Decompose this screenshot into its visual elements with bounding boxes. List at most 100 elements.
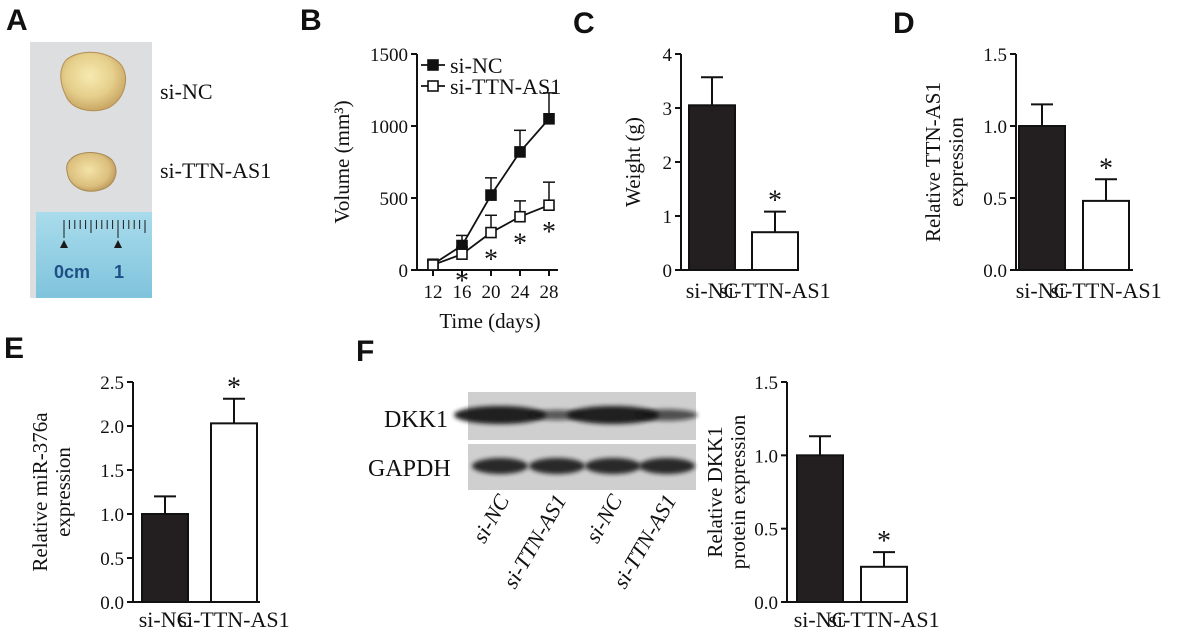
blot-row-label-dkk1: DKK1 <box>384 407 448 433</box>
significance-star: * <box>542 217 556 248</box>
lane-label: si-NC <box>580 490 627 547</box>
tumor-si-ttn-as1 <box>66 152 117 192</box>
data-point-si-ttn-as1 <box>456 248 468 260</box>
y-axis-title: protein expression <box>726 414 750 569</box>
y-axis-title: Relative miR-376a <box>28 412 52 572</box>
significance-star: * <box>484 245 498 276</box>
x-axis-title: Time (days) <box>439 309 540 333</box>
category-label: si-TTN-AS1 <box>719 278 830 303</box>
ruler-label-0cm: 0cm <box>54 262 90 282</box>
bar-si-nc <box>1018 125 1066 271</box>
x-tick-label: 16 <box>453 282 472 303</box>
y-tick-label: 0.0 <box>983 261 1007 282</box>
data-point-si-nc <box>514 146 526 158</box>
category-label: si-TTN-AS1 <box>828 607 939 632</box>
data-point-si-ttn-as1 <box>543 199 555 211</box>
data-point-si-ttn-as1 <box>485 226 497 239</box>
data-point-si-nc <box>485 189 497 201</box>
y-axis-title: expression <box>51 447 75 537</box>
band-gapdh <box>639 458 695 474</box>
y-tick-label: 1.0 <box>983 117 1007 138</box>
y-tick-label: 0.5 <box>100 549 124 570</box>
bar-si-ttn-as1 <box>860 565 908 603</box>
y-tick-label: 0.5 <box>983 189 1007 210</box>
category-label: si-NC <box>794 607 847 632</box>
y-tick-label: 1 <box>663 207 673 228</box>
ruler-marker-0 <box>60 240 68 248</box>
y-tick-label: 0.0 <box>754 593 778 614</box>
chart-d-ttn-as1-expression: 0.0 0.5 1.0 1.5 si-NC * si-TTN-AS1 Relative TTN… <box>921 45 1162 303</box>
bar-si-ttn-as1 <box>751 231 799 271</box>
data-point-si-ttn-as1 <box>427 259 439 271</box>
significance-star: * <box>877 526 891 557</box>
panel-a: A 0cm 1 si-NC si-TTN-AS1 <box>6 4 271 298</box>
x-tick-label: 28 <box>540 282 559 303</box>
band-dkk1 <box>636 409 698 421</box>
y-tick-label: 4 <box>663 45 673 66</box>
category-label: si-NC <box>686 278 739 303</box>
chart-f-dkk1-protein: 0.0 0.5 1.0 1.5 si-NC * si-TTN-AS1 Relative DKK… <box>703 373 940 632</box>
chart-e-mir-376a-expression: 0.0 0.5 1.0 1.5 2.0 2.5 si-NC * si-TTN-AS1 Relati… <box>28 373 290 632</box>
y-tick-label: 1.5 <box>100 461 124 482</box>
photo-label-si-nc: si-NC <box>160 79 213 104</box>
band-gapdh <box>472 458 528 474</box>
panel-label-c: C <box>573 7 595 40</box>
y-tick-label: 1.0 <box>100 505 124 526</box>
legend-label: si-TTN-AS1 <box>450 74 561 99</box>
bar-si-ttn-as1 <box>1082 199 1130 272</box>
band-gapdh <box>585 458 641 474</box>
y-tick-label: 0 <box>663 261 673 282</box>
y-tick-label: 0 <box>399 261 409 282</box>
panel-label-b: B <box>300 4 322 37</box>
y-axis-title: Volume (mm³) <box>330 100 354 223</box>
y-tick-label: 2.5 <box>100 373 124 394</box>
y-tick-label: 3 <box>663 99 673 120</box>
y-axis-title: Weight (g) <box>621 117 645 207</box>
legend-label: si-NC <box>450 53 503 78</box>
bar-si-nc <box>796 454 844 604</box>
y-tick-label: 0.5 <box>754 520 778 541</box>
y-tick-label: 1.5 <box>983 45 1007 66</box>
legend-marker <box>427 59 439 71</box>
panel-label-e: E <box>4 332 24 365</box>
category-label: si-NC <box>1016 278 1069 303</box>
category-label: si-TTN-AS1 <box>178 607 289 632</box>
data-point-si-nc <box>543 113 555 125</box>
tumor-si-nc <box>60 51 126 112</box>
x-tick-label: 12 <box>424 282 443 303</box>
category-label: si-TTN-AS1 <box>1050 278 1161 303</box>
ruler: 0cm 1 <box>36 212 152 298</box>
band-gapdh <box>529 458 585 474</box>
panel-label-f: F <box>356 335 374 368</box>
bar-si-nc <box>141 513 189 603</box>
x-tick-label: 24 <box>511 282 531 303</box>
significance-star: * <box>768 186 782 217</box>
bar-si-ttn-as1 <box>210 422 258 603</box>
panel-label-a: A <box>6 4 28 37</box>
band-dkk1 <box>567 406 659 424</box>
y-axis-title: Relative DKK1 <box>703 426 727 557</box>
chart-c-tumor-weight: 0 1 2 3 4 si-NC * si-TTN-AS1 Weight (g) <box>621 45 831 303</box>
blot-row-label-gapdh: GAPDH <box>368 456 451 482</box>
y-tick-label: 500 <box>380 189 409 210</box>
significance-star: * <box>513 229 527 260</box>
lane-label: si-NC <box>467 490 514 547</box>
panel-label-d: D <box>893 7 915 40</box>
data-point-si-ttn-as1 <box>514 210 526 223</box>
significance-star: * <box>455 266 469 297</box>
ruler-label-1: 1 <box>114 262 124 282</box>
y-tick-label: 2.0 <box>100 417 124 438</box>
y-tick-label: 1.5 <box>754 373 778 394</box>
bar-si-nc <box>688 104 736 271</box>
y-tick-label: 0.0 <box>100 593 124 614</box>
significance-star: * <box>227 373 241 404</box>
category-label: si-NC <box>139 607 192 632</box>
y-axis-title: Relative TTN-AS1 <box>921 82 945 242</box>
photo-label-si-ttn-as1: si-TTN-AS1 <box>160 158 271 183</box>
x-tick-label: 20 <box>482 282 501 303</box>
band-dkk1 <box>454 406 546 424</box>
y-tick-label: 2 <box>663 153 673 174</box>
legend-marker <box>427 80 439 92</box>
